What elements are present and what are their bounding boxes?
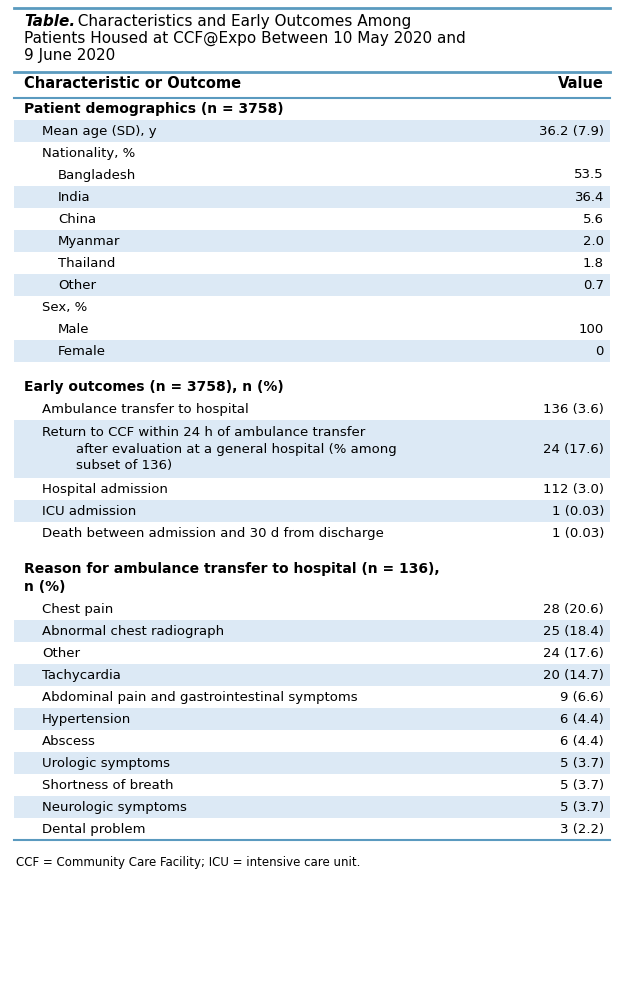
Text: CCF = Community Care Facility; ICU = intensive care unit.: CCF = Community Care Facility; ICU = int…	[16, 856, 361, 869]
Text: 9 (6.6): 9 (6.6)	[560, 691, 604, 704]
Text: Hospital admission: Hospital admission	[42, 483, 168, 496]
Text: 36.4: 36.4	[575, 190, 604, 203]
Text: Dental problem: Dental problem	[42, 823, 145, 835]
Text: Mean age (SD), y: Mean age (SD), y	[42, 125, 157, 138]
Text: 24 (17.6): 24 (17.6)	[543, 646, 604, 659]
Text: 1 (0.03): 1 (0.03)	[552, 526, 604, 539]
Text: Value: Value	[558, 76, 604, 91]
Bar	[14, 664, 610, 686]
Bar	[14, 420, 610, 478]
Text: 36.2 (7.9): 36.2 (7.9)	[539, 125, 604, 138]
Text: 3 (2.2): 3 (2.2)	[560, 823, 604, 835]
Text: Death between admission and 30 d from discharge: Death between admission and 30 d from di…	[42, 526, 384, 539]
Text: Other: Other	[58, 278, 96, 291]
Text: Characteristics and Early Outcomes Among: Characteristics and Early Outcomes Among	[68, 14, 411, 29]
Text: 5 (3.7): 5 (3.7)	[560, 801, 604, 814]
Bar	[14, 120, 610, 142]
Bar	[14, 752, 610, 774]
Text: Characteristic or Outcome: Characteristic or Outcome	[24, 76, 241, 91]
Text: Hypertension: Hypertension	[42, 713, 131, 726]
Text: Neurologic symptoms: Neurologic symptoms	[42, 801, 187, 814]
Text: 136 (3.6): 136 (3.6)	[543, 403, 604, 416]
Text: India: India	[58, 190, 90, 203]
Text: 6 (4.4): 6 (4.4)	[560, 713, 604, 726]
Text: Ambulance transfer to hospital: Ambulance transfer to hospital	[42, 403, 249, 416]
Text: China: China	[58, 212, 96, 225]
Text: 0.7: 0.7	[583, 278, 604, 291]
Text: Abdominal pain and gastrointestinal symptoms: Abdominal pain and gastrointestinal symp…	[42, 691, 358, 704]
Text: 0: 0	[596, 345, 604, 358]
Bar	[14, 500, 610, 522]
Bar	[14, 340, 610, 362]
Text: Tachycardia: Tachycardia	[42, 669, 121, 682]
Text: 20 (14.7): 20 (14.7)	[543, 669, 604, 682]
Text: 6 (4.4): 6 (4.4)	[560, 735, 604, 748]
Text: 28 (20.6): 28 (20.6)	[544, 602, 604, 615]
Bar	[14, 186, 610, 208]
Bar	[14, 274, 610, 296]
Text: Table.: Table.	[24, 14, 75, 29]
Text: Shortness of breath: Shortness of breath	[42, 779, 173, 792]
Text: Bangladesh: Bangladesh	[58, 168, 136, 181]
Text: Myanmar: Myanmar	[58, 234, 120, 247]
Bar	[14, 796, 610, 818]
Text: Return to CCF within 24 h of ambulance transfer
        after evaluation at a ge: Return to CCF within 24 h of ambulance t…	[42, 426, 397, 472]
Text: Abscess: Abscess	[42, 735, 96, 748]
Text: Patient demographics (n = 3758): Patient demographics (n = 3758)	[24, 102, 284, 116]
Text: 5.6: 5.6	[583, 212, 604, 225]
Text: Early outcomes (n = 3758), n (%): Early outcomes (n = 3758), n (%)	[24, 380, 284, 394]
Text: Other: Other	[42, 646, 80, 659]
Text: Patients Housed at CCF@Expo Between 10 May 2020 and: Patients Housed at CCF@Expo Between 10 M…	[24, 31, 466, 46]
Text: 53.5: 53.5	[574, 168, 604, 181]
Text: Sex, %: Sex, %	[42, 300, 87, 313]
Text: 5 (3.7): 5 (3.7)	[560, 779, 604, 792]
Text: 24 (17.6): 24 (17.6)	[543, 443, 604, 456]
Text: Male: Male	[58, 322, 89, 336]
Bar	[14, 230, 610, 252]
Text: Female: Female	[58, 345, 106, 358]
Text: Abnormal chest radiograph: Abnormal chest radiograph	[42, 624, 224, 637]
Text: Chest pain: Chest pain	[42, 602, 113, 615]
Text: 25 (18.4): 25 (18.4)	[543, 624, 604, 637]
Text: 100: 100	[578, 322, 604, 336]
Text: Thailand: Thailand	[58, 256, 115, 269]
Bar	[14, 620, 610, 642]
Text: 112 (3.0): 112 (3.0)	[543, 483, 604, 496]
Text: Reason for ambulance transfer to hospital (n = 136),
n (%): Reason for ambulance transfer to hospita…	[24, 562, 440, 594]
Text: 5 (3.7): 5 (3.7)	[560, 757, 604, 770]
Text: Urologic symptoms: Urologic symptoms	[42, 757, 170, 770]
Text: 1 (0.03): 1 (0.03)	[552, 504, 604, 517]
Text: 2.0: 2.0	[583, 234, 604, 247]
Bar	[14, 708, 610, 730]
Text: 9 June 2020: 9 June 2020	[24, 48, 115, 63]
Text: 1.8: 1.8	[583, 256, 604, 269]
Text: ICU admission: ICU admission	[42, 504, 136, 517]
Text: Nationality, %: Nationality, %	[42, 147, 135, 160]
